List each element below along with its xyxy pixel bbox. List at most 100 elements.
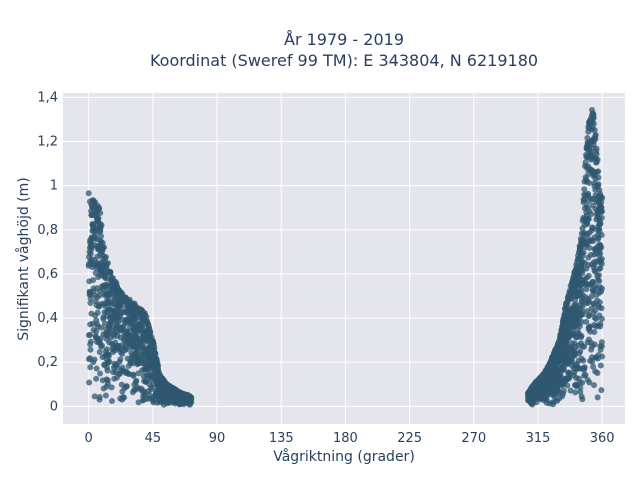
scatter-point — [93, 365, 100, 372]
scatter-point — [107, 334, 114, 341]
scatter-point — [585, 216, 592, 223]
scatter-point — [182, 397, 189, 404]
scatter-point — [563, 346, 570, 353]
scatter-point — [572, 267, 579, 274]
scatter-point — [576, 380, 583, 387]
scatter-point — [143, 395, 150, 402]
scatter-point — [133, 343, 140, 350]
scatter-point — [589, 358, 596, 365]
scatter-point — [571, 382, 578, 389]
scatter-point — [546, 383, 553, 390]
scatter-point — [86, 248, 93, 255]
scatter-point — [590, 120, 597, 127]
scatter-point — [97, 210, 104, 217]
scatter-point — [596, 323, 603, 330]
y-tick-label: 1 — [50, 179, 58, 194]
scatter-point — [175, 398, 182, 405]
x-tick-label: 90 — [209, 431, 226, 446]
scatter-point — [590, 300, 597, 307]
scatter-point — [585, 313, 592, 320]
x-tick-label: 270 — [461, 431, 486, 446]
scatter-point — [586, 379, 593, 386]
scatter-point — [95, 204, 102, 211]
chart-title: År 1979 - 2019 — [284, 30, 404, 49]
scatter-point — [88, 234, 95, 241]
scatter-point — [149, 337, 156, 344]
scatter-point — [571, 350, 578, 357]
scatter-point — [581, 178, 588, 185]
scatter-point — [580, 196, 587, 203]
scatter-point — [163, 389, 170, 396]
scatter-point — [592, 268, 599, 275]
scatter-point — [86, 278, 93, 285]
x-tick-label: 315 — [526, 431, 551, 446]
scatter-point — [561, 312, 568, 319]
scatter-point — [131, 310, 138, 317]
scatter-point — [108, 384, 115, 391]
scatter-point — [92, 332, 99, 339]
scatter-point — [588, 138, 595, 145]
scatter-point — [141, 352, 148, 359]
scatter-point — [141, 377, 148, 384]
scatter-point — [106, 292, 113, 299]
scatter-point — [579, 303, 586, 310]
y-axis-title: Signifikant våghöjd (m) — [15, 177, 32, 340]
scatter-point — [97, 301, 104, 308]
scatter-point — [541, 388, 548, 395]
chart-subtitle: Koordinat (Sweref 99 TM): E 343804, N 62… — [150, 51, 538, 70]
scatter-point — [110, 364, 117, 371]
y-tick-label: 1,4 — [37, 90, 58, 105]
scatter-point — [578, 230, 585, 237]
scatter-point — [591, 234, 598, 241]
scatter-point — [588, 107, 595, 114]
scatter-point — [102, 392, 109, 399]
scatter-point — [87, 291, 94, 298]
scatter-point — [591, 382, 598, 389]
scatter-point — [585, 272, 592, 279]
scatter-point — [105, 359, 112, 366]
scatter-point — [592, 169, 599, 176]
x-tick-label: 360 — [590, 431, 615, 446]
scatter-point — [117, 356, 124, 363]
scatter-point — [126, 332, 133, 339]
y-tick-label: 0,6 — [37, 267, 58, 282]
scatter-point — [574, 258, 581, 265]
scatter-point — [154, 362, 161, 369]
scatter-point — [103, 351, 110, 358]
scatter-point — [87, 239, 94, 246]
scatter-point — [98, 269, 105, 276]
scatter-points — [85, 107, 606, 408]
scatter-point — [569, 321, 576, 328]
scatter-point — [558, 382, 565, 389]
scatter-point — [134, 358, 141, 365]
scatter-point — [577, 334, 584, 341]
scatter-point — [135, 370, 142, 377]
scatter-point — [128, 320, 135, 327]
scatter-point — [143, 332, 150, 339]
scatter-point — [558, 353, 565, 360]
scatter-point — [576, 313, 583, 320]
scatter-point — [564, 382, 571, 389]
scatter-point — [592, 354, 599, 361]
scatter-point — [598, 315, 605, 322]
scatter-point — [100, 331, 107, 338]
scatter-point — [98, 324, 105, 331]
scatter-point — [153, 356, 160, 363]
scatter-point — [114, 345, 121, 352]
scatter-point — [87, 364, 94, 371]
scatter-point — [575, 357, 582, 364]
scatter-point — [599, 353, 606, 360]
scatter-point — [560, 387, 567, 394]
scatter-point — [96, 261, 103, 268]
scatter-point — [540, 397, 547, 404]
scatter-point — [578, 261, 585, 268]
scatter-point — [559, 393, 566, 400]
scatter-point — [112, 278, 119, 285]
scatter-point — [594, 156, 601, 163]
scatter-point — [567, 387, 574, 394]
scatter-point — [90, 221, 97, 228]
scatter-point — [565, 292, 572, 299]
y-tick-label: 0,4 — [37, 311, 58, 326]
scatter-point — [85, 332, 92, 339]
scatter-point — [98, 222, 105, 229]
